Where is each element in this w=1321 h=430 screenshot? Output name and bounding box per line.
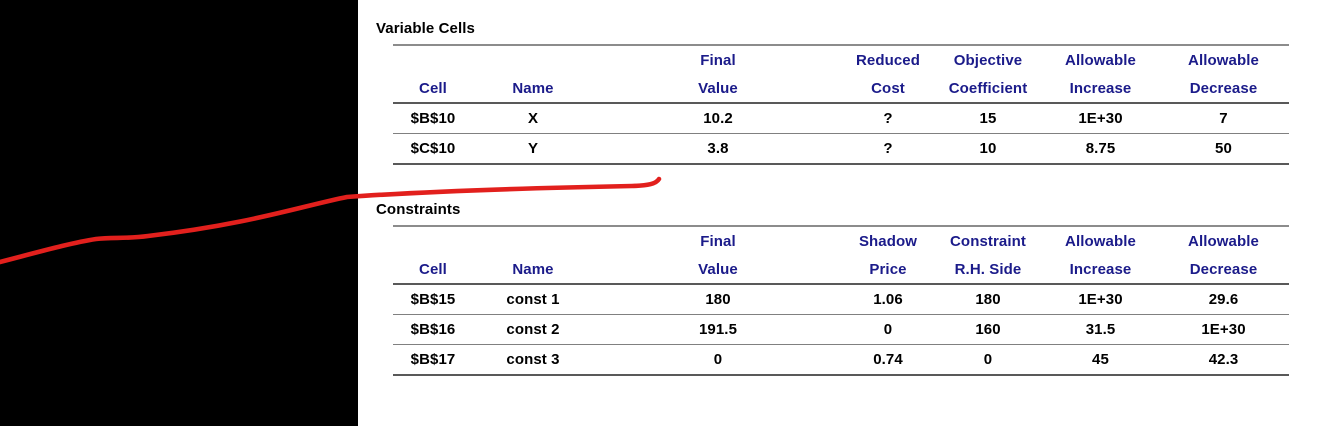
table-cell: 8.75 bbox=[1043, 133, 1158, 165]
table-cell: 31.5 bbox=[1043, 314, 1158, 345]
table-cell: 180 bbox=[933, 284, 1043, 315]
column-header: Coefficient bbox=[933, 74, 1043, 104]
table-row: $B$15 const 1 180 1.06 180 1E+30 29.6 bbox=[393, 284, 1289, 315]
column-header: Cell bbox=[393, 74, 473, 104]
column-header: Reduced bbox=[855, 51, 921, 69]
table-cell: 10 bbox=[933, 133, 1043, 165]
column-header: Value bbox=[593, 74, 843, 104]
column-header: Shadow bbox=[858, 232, 918, 250]
table-cell: $C$10 bbox=[393, 133, 473, 165]
table-cell: 50 bbox=[1158, 133, 1289, 165]
table-row: $C$10 Y 3.8? 10 8.75 50 bbox=[393, 133, 1289, 165]
header-row-1: Final Shadow Constraint Allowable Allowable bbox=[393, 226, 1289, 255]
table-cell: 1E+30 bbox=[1043, 284, 1158, 315]
column-header: Increase bbox=[1043, 74, 1158, 104]
header-row-2: Cell Name Value Cost Coefficient Increase Decr… bbox=[393, 74, 1289, 104]
column-header: Cell bbox=[393, 255, 473, 285]
table-cell: 45 bbox=[1043, 344, 1158, 376]
column-header: Allowable bbox=[1065, 232, 1136, 250]
table-cell: 7 bbox=[1158, 103, 1289, 134]
table-cell: 1.06 bbox=[843, 284, 933, 315]
header-row-2: Cell Name Value Price R.H. Side Increase Decre… bbox=[393, 255, 1289, 285]
table-row: $B$10 X 10.2? 15 1E+30 7 bbox=[393, 103, 1289, 134]
table-cell: 10.2 bbox=[593, 103, 843, 134]
column-header: Increase bbox=[1043, 255, 1158, 285]
table-cell: 160 bbox=[933, 314, 1043, 345]
column-header: Name bbox=[473, 74, 593, 104]
table-cell: const 3 bbox=[473, 344, 593, 376]
table-cell: const 1 bbox=[473, 284, 593, 315]
constraints-title: Constraints bbox=[376, 201, 461, 218]
table-cell: $B$16 bbox=[393, 314, 473, 345]
column-header: Allowable bbox=[1065, 51, 1136, 69]
column-header: Decrease bbox=[1158, 74, 1289, 104]
column-header: Final bbox=[700, 232, 736, 250]
table-cell: $B$10 bbox=[393, 103, 473, 134]
table-cell: $B$17 bbox=[393, 344, 473, 376]
black-redaction-overlay bbox=[0, 0, 358, 426]
table-cell: X bbox=[473, 103, 593, 134]
column-header: R.H. Side bbox=[933, 255, 1043, 285]
constraints-section: Constraints Final Shadow Constraint Allowab… bbox=[375, 201, 1289, 376]
column-header: Cost bbox=[843, 74, 933, 104]
table-cell: 180 bbox=[593, 284, 843, 315]
header-row-1: Final Reduced Objective Allowable Allowable bbox=[393, 45, 1289, 74]
table-row: $B$17 const 3 0 0.74 0 45 42.3 bbox=[393, 344, 1289, 376]
table-cell: 0 bbox=[593, 344, 843, 376]
table-cell: const 2 bbox=[473, 314, 593, 345]
column-header: Name bbox=[473, 255, 593, 285]
column-header: Objective bbox=[953, 51, 1023, 69]
table-cell: 29.6 bbox=[1158, 284, 1289, 315]
table-cell: 0.74 bbox=[843, 344, 933, 376]
table-row: $B$16 const 2 191.5 0 160 31.5 1E+30 bbox=[393, 314, 1289, 345]
column-header bbox=[473, 226, 593, 255]
column-header: Price bbox=[843, 255, 933, 285]
column-header bbox=[393, 45, 473, 74]
table-cell: $B$15 bbox=[393, 284, 473, 315]
table-cell: 1E+30 bbox=[1158, 314, 1289, 345]
table-cell: 0 bbox=[843, 314, 933, 345]
variable-cells-section: Variable Cells Final Reduced Objective Allo… bbox=[375, 20, 1289, 165]
column-header: Allowable bbox=[1188, 232, 1259, 250]
table-cell: 191.5 bbox=[593, 314, 843, 345]
column-header bbox=[393, 226, 473, 255]
table-cell: ? bbox=[843, 103, 933, 134]
table-cell: 42.3 bbox=[1158, 344, 1289, 376]
table-cell: Y bbox=[473, 133, 593, 165]
column-header: Value bbox=[593, 255, 843, 285]
table-cell: 1E+30 bbox=[1043, 103, 1158, 134]
column-header bbox=[473, 45, 593, 74]
column-header: Constraint bbox=[950, 232, 1026, 250]
column-header: Allowable bbox=[1188, 51, 1259, 69]
table-cell: ? bbox=[843, 133, 933, 165]
variable-cells-title: Variable Cells bbox=[376, 20, 475, 37]
column-header: Decrease bbox=[1158, 255, 1289, 285]
table-cell: 15 bbox=[933, 103, 1043, 134]
column-header: Final bbox=[700, 51, 736, 69]
table-cell: 3.8 bbox=[593, 133, 843, 165]
variable-cells-table: Final Reduced Objective Allowable Allowable C… bbox=[393, 44, 1289, 165]
table-cell: 0 bbox=[933, 344, 1043, 376]
constraints-table: Final Shadow Constraint Allowable Allowable C… bbox=[393, 225, 1289, 376]
